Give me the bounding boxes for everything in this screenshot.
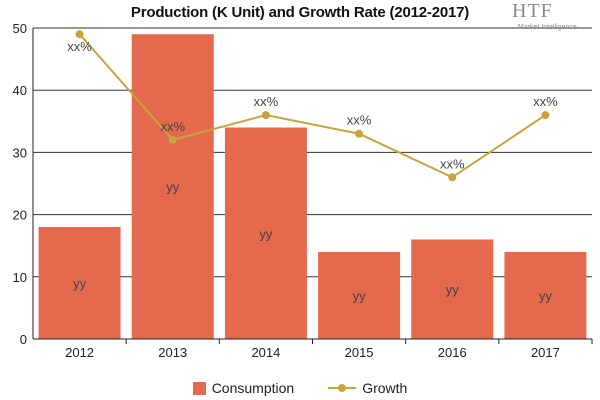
label-layer: yy yy yy yy yy yy xx% xx% xx% xx% xx% xx% [67,39,558,303]
x-tick-label: 2015 [345,345,374,360]
growth-point [75,30,84,39]
bar-consumption [224,127,307,340]
legend-item-growth[interactable]: Growth [328,380,407,396]
bar-data-label: yy [166,180,180,195]
growth-line [78,33,546,179]
growth-point [261,111,270,120]
line-layer [75,30,550,182]
growth-data-label: xx% [347,113,372,128]
y-tick-label: 40 [13,83,27,98]
growth-data-label: xx% [254,94,279,109]
bar-data-label: yy [446,282,460,297]
logo-subtitle: Market Intelligence [518,24,577,31]
y-tick-label: 20 [13,208,27,223]
bar-data-label: yy [259,226,273,241]
legend-swatch-line-icon [328,382,357,394]
x-tick-label: 2016 [438,345,467,360]
bar-consumption [504,251,587,339]
logo-text: HTF [512,0,553,22]
bar-data-label: yy [73,276,87,291]
legend-label-growth: Growth [362,380,408,396]
growth-data-label: xx% [440,156,465,171]
legend-swatch-bar-icon [192,381,206,395]
growth-point [541,111,550,120]
bar-data-label: yy [353,288,367,303]
y-tick-label: 0 [20,332,27,347]
y-tick-label: 30 [13,145,27,160]
chart-title: Production (K Unit) and Growth Rate (201… [130,4,470,21]
x-tick-label: 2013 [158,345,187,360]
growth-point [448,173,457,182]
axis-layer: 0 10 20 30 40 50 2012 2013 2014 2015 2016 2017 [13,21,593,360]
legend-item-consumption[interactable]: Consumption [192,380,295,396]
bar-data-label: yy [539,288,553,303]
x-tick-label: 2017 [531,345,560,360]
legend-label-consumption: Consumption [211,380,295,396]
growth-data-label: xx% [533,94,558,109]
x-tick-label: 2014 [251,345,280,360]
bar-consumption [131,34,214,339]
growth-data-label: xx% [67,39,92,54]
growth-point [168,135,177,144]
brand-logo: HTF Market Intelligence [512,0,592,36]
grid-layer [33,27,592,278]
bar-consumption [411,239,494,339]
y-tick-label: 10 [13,270,27,285]
bar-layer [38,34,587,340]
y-tick-label: 50 [13,21,27,36]
x-tick-label: 2012 [65,345,94,360]
growth-point [355,129,364,138]
bar-consumption [318,251,401,339]
growth-data-label: xx% [160,119,185,134]
bar-consumption [38,227,121,339]
chart-legend: Consumption Growth [0,378,600,398]
